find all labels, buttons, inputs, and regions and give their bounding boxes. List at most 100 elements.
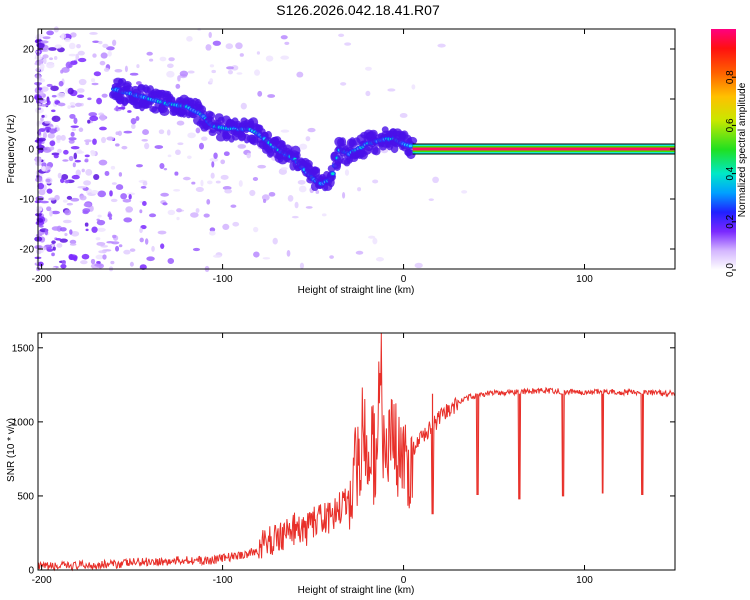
spectrogram-speckle xyxy=(182,176,191,181)
spectrogram-speckle xyxy=(81,168,85,173)
spectrogram-y-tick-label: -20 xyxy=(20,245,35,256)
spectrogram-speckle xyxy=(58,80,64,87)
spectrogram-speckle xyxy=(110,165,116,170)
spectrogram-speckle xyxy=(118,172,123,177)
spectrogram-speckle xyxy=(220,174,229,180)
spectrogram-speckle xyxy=(61,67,70,73)
spectrogram-speckle xyxy=(123,249,131,255)
spectrogram-speckle xyxy=(87,97,92,101)
spectrogram-speckle xyxy=(62,219,72,224)
spectrogram-speckle xyxy=(56,134,62,141)
spectrogram-speckle xyxy=(205,44,212,51)
spectrogram-speckle xyxy=(99,114,106,121)
spectrogram-speckle xyxy=(49,209,53,217)
spectrogram-speckle xyxy=(340,82,347,86)
spectrogram-speckle xyxy=(44,120,52,124)
spectrogram-speckle xyxy=(95,237,101,241)
spectrogram-speckle xyxy=(173,189,181,192)
spectrogram-speckle xyxy=(75,169,82,177)
spectrogram-y-tick-label: 0 xyxy=(28,145,34,156)
spectrogram-speckle xyxy=(64,179,70,184)
spectrogram-speckle xyxy=(96,260,101,265)
spectrogram-speckle xyxy=(262,257,271,260)
spectrogram-speckle xyxy=(101,136,107,144)
spectrogram-speckle xyxy=(365,90,371,97)
spectrogram-speckle xyxy=(212,40,222,46)
spectrogram-speckle xyxy=(411,84,416,90)
spectrogram-speckle xyxy=(192,247,201,252)
spectrogram-speckle xyxy=(60,134,66,141)
spectrogram-speckle xyxy=(70,125,79,128)
spectrogram-speckle xyxy=(157,230,167,235)
spectrogram-speckle xyxy=(207,180,213,185)
spectrogram-speckle xyxy=(215,180,221,184)
spectrogram-speckle xyxy=(144,238,149,245)
spectrogram-speckle xyxy=(148,58,154,62)
spectrogram-speckle xyxy=(117,130,122,136)
spectrogram-speckle xyxy=(77,186,87,189)
spectrogram-speckle xyxy=(72,162,76,168)
spectrogram-speckle xyxy=(91,226,98,233)
spectrogram-speckle xyxy=(223,151,230,157)
spectrogram-speckle xyxy=(117,106,126,110)
spectrogram-speckle xyxy=(162,202,168,206)
spectrogram-speckle xyxy=(68,139,75,144)
spectrogram-speckle xyxy=(123,130,133,134)
spectrogram-speckle xyxy=(159,56,167,62)
snr-panel: -200 -100 0 100 0 500 1000 1500 Height of stra… xyxy=(6,332,676,596)
spectrogram-speckle xyxy=(98,250,107,254)
spectrogram-speckle xyxy=(39,63,45,70)
spectrogram-speckle xyxy=(231,65,239,71)
colorbar-tick-label: 0.4 xyxy=(725,166,736,180)
spectrogram-speckle xyxy=(37,87,43,91)
spectrogram-speckle xyxy=(77,50,85,56)
spectrogram-speckle xyxy=(40,40,49,44)
spectrogram-speckle xyxy=(232,221,240,227)
ridge-highlight xyxy=(408,144,413,148)
spectrogram-speckle xyxy=(167,258,175,265)
spectrogram-speckle xyxy=(432,176,439,184)
spectrogram-speckle xyxy=(167,209,176,216)
spectrogram-speckle xyxy=(67,87,74,95)
spectrogram-speckle xyxy=(83,202,92,208)
spectrogram-speckle xyxy=(69,239,77,245)
spectrogram-speckle xyxy=(46,30,54,36)
colorbar-ticks: 0.0 0.2 0.4 0.6 0.8 xyxy=(725,70,736,277)
spectrogram-speckle xyxy=(176,216,180,221)
spectrogram-speckle xyxy=(68,254,78,261)
spectrogram-speckle xyxy=(96,219,106,226)
spectrogram-speckle xyxy=(209,157,219,162)
spectrogram-speckle xyxy=(90,258,96,265)
spectrogram-speckle xyxy=(54,44,62,49)
ridge-halo xyxy=(327,177,335,188)
spectrogram-speckle xyxy=(91,78,96,83)
spectrogram-speckle xyxy=(95,254,104,260)
spectrogram-speckle xyxy=(39,90,44,98)
spectrogram-speckle xyxy=(101,93,108,98)
spectrogram-speckle xyxy=(42,54,49,59)
spectrogram-speckle xyxy=(56,127,61,132)
spectrogram-speckle xyxy=(46,100,51,106)
snr-y-tick-label: 1000 xyxy=(12,417,35,428)
spectrogram-speckle xyxy=(139,227,143,234)
ridge-halo xyxy=(407,136,418,145)
spectrogram-speckle xyxy=(115,143,120,147)
spectrogram-speckle xyxy=(36,42,45,49)
spectrogram-speckle xyxy=(177,75,181,82)
spectrogram-speckle xyxy=(167,154,172,158)
spectrogram-speckle xyxy=(253,251,260,258)
spectrogram-speckle xyxy=(154,145,164,149)
spectrogram-speckle xyxy=(59,227,67,232)
spectrogram-speckle xyxy=(90,190,99,195)
spectrogram-speckle xyxy=(76,149,83,154)
spectrogram-speckle xyxy=(53,154,59,159)
spectrogram-speckle xyxy=(57,148,62,154)
spectrogram-speckle xyxy=(42,132,47,139)
spectrogram-speckle xyxy=(74,159,82,163)
spectrogram-speckle xyxy=(110,198,118,203)
spectrogram-speckle xyxy=(174,171,179,176)
spectrogram-speckle xyxy=(120,193,128,200)
spectrogram-speckle xyxy=(256,51,261,55)
spectrogram-speckle xyxy=(51,240,56,245)
spectrogram-speckle xyxy=(48,197,57,201)
